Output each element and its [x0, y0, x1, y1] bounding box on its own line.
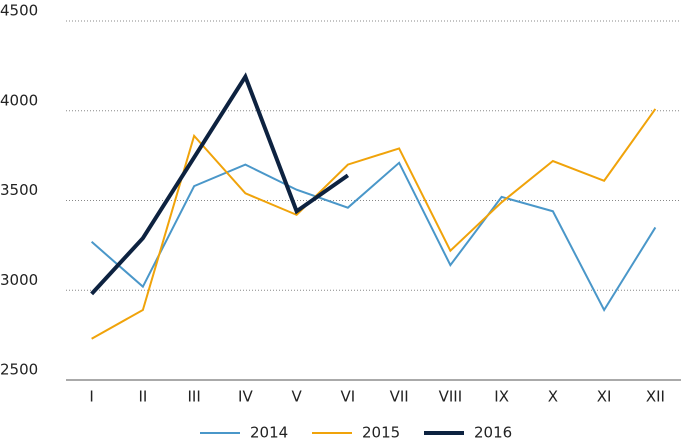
x-tick-label: XII	[646, 388, 665, 406]
x-tick-label: IV	[238, 388, 253, 406]
series-line	[91, 108, 657, 340]
series-line	[90, 72, 350, 296]
y-tick-label: 4000	[0, 91, 38, 109]
x-tick-label: V	[291, 388, 302, 406]
series-line	[90, 161, 657, 313]
x-tick-label: VIII	[439, 388, 463, 406]
x-tick-label: III	[187, 388, 200, 406]
x-tick-label: XI	[597, 388, 612, 406]
legend-label: 2016	[474, 424, 512, 442]
x-tick-label: VII	[390, 388, 409, 406]
x-tick-label: IX	[494, 388, 509, 406]
y-tick-label: 3500	[0, 181, 38, 199]
x-tick-label: X	[548, 388, 558, 406]
legend-label: 2014	[250, 424, 288, 442]
y-tick-label: 3000	[0, 271, 38, 289]
legend-label: 2015	[362, 424, 400, 442]
x-tick-label: VI	[341, 388, 356, 406]
x-tick-label: I	[89, 388, 93, 406]
y-tick-label: 2500	[0, 361, 38, 379]
x-tick-label: II	[138, 388, 147, 406]
y-tick-label: 4500	[0, 2, 38, 20]
